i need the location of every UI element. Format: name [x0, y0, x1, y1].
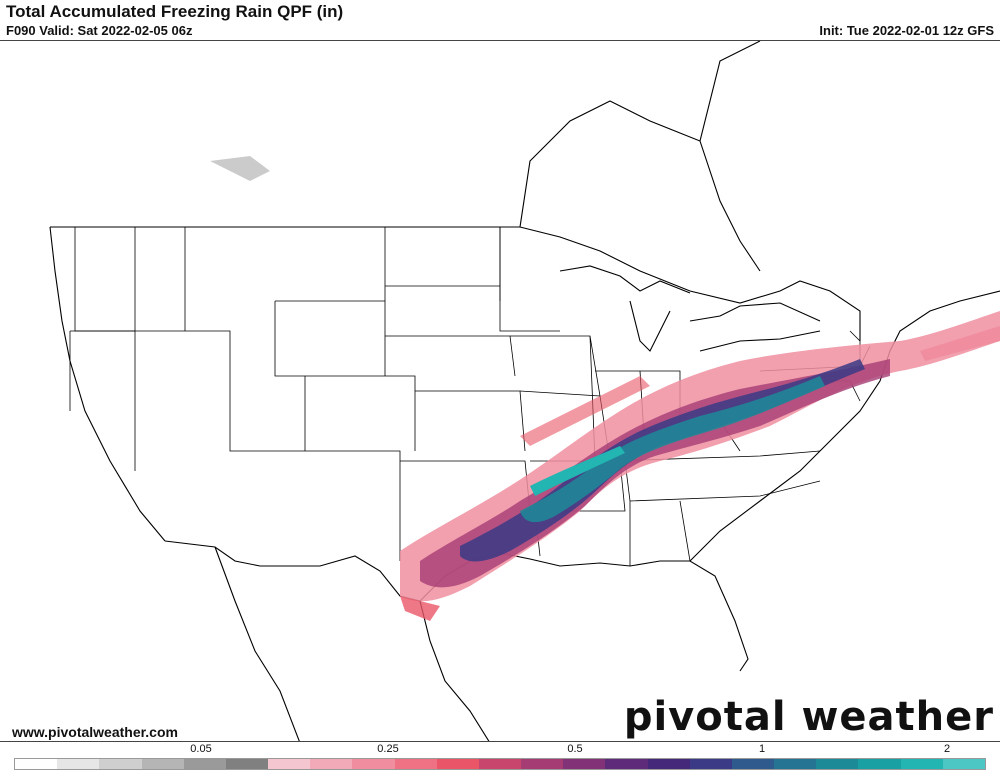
- colorbar-tick: 0.05: [190, 743, 212, 755]
- colorbar-tick: 0.25: [377, 743, 399, 755]
- colorbar-swatch: [858, 759, 901, 769]
- colorbar-swatch: [268, 759, 311, 769]
- colorbar: [14, 758, 986, 770]
- colorbar-swatch: [436, 759, 479, 769]
- colorbar-swatch: [310, 759, 353, 769]
- colorbar-labels: 0.05 0.25 0.5 1 2: [0, 743, 1000, 757]
- colorbar-swatch: [352, 759, 395, 769]
- colorbar-swatch: [942, 759, 985, 769]
- colorbar-swatch: [689, 759, 732, 769]
- colorbar-swatch: [57, 759, 100, 769]
- colorbar-swatch: [183, 759, 226, 769]
- colorbar-tick: 1: [758, 743, 766, 755]
- colorbar-swatch: [225, 759, 269, 769]
- colorbar-swatch: [816, 759, 859, 769]
- colorbar-swatch: [15, 759, 58, 769]
- website-credit: www.pivotalweather.com: [12, 724, 178, 740]
- colorbar-swatch: [394, 759, 437, 769]
- colorbar-swatch: [99, 759, 142, 769]
- colorbar-swatch: [774, 759, 817, 769]
- valid-time: F090 Valid: Sat 2022-02-05 06z: [6, 23, 193, 38]
- colorbar-swatch: [900, 759, 943, 769]
- colorbar-swatch: [563, 759, 606, 769]
- map-title: Total Accumulated Freezing Rain QPF (in): [6, 2, 344, 21]
- map-canvas[interactable]: [0, 40, 1000, 742]
- brand-logo: pivotal weather: [623, 694, 994, 740]
- colorbar-swatch: [605, 759, 648, 769]
- colorbar-tick: 0.5: [567, 743, 583, 755]
- colorbar-swatch: [521, 759, 564, 769]
- colorbar-swatch: [141, 759, 184, 769]
- colorbar-tick: 2: [943, 743, 951, 755]
- init-time: Init: Tue 2022-02-01 12z GFS: [819, 23, 994, 38]
- country-borders: [49, 41, 1000, 741]
- colorbar-swatch: [478, 759, 522, 769]
- colorbar-swatch: [647, 759, 690, 769]
- colorbar-swatch: [731, 759, 775, 769]
- freezing-rain-swath: [210, 156, 1000, 621]
